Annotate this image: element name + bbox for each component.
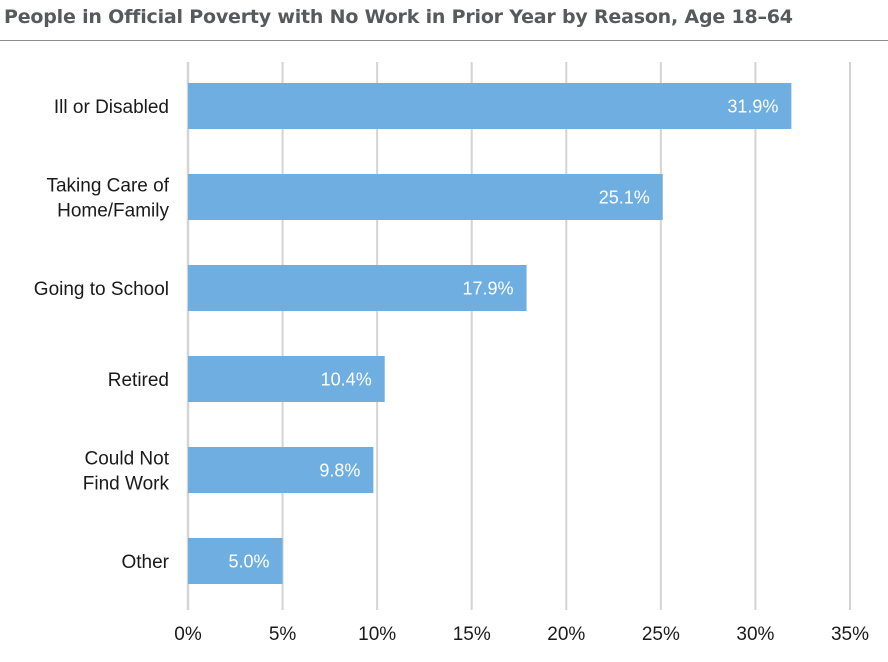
category-label: Going to School bbox=[34, 279, 169, 300]
x-tick-label: 10% bbox=[358, 624, 396, 645]
category-label: Other bbox=[121, 552, 169, 573]
category-label: Could Not bbox=[85, 449, 170, 470]
bar-value-label: 5.0% bbox=[229, 552, 270, 572]
category-label: Retired bbox=[108, 370, 169, 391]
bar-value-label: 31.9% bbox=[727, 97, 778, 117]
bar bbox=[188, 356, 385, 402]
category-label: Find Work bbox=[83, 474, 170, 495]
x-tick-label: 35% bbox=[831, 624, 869, 645]
x-tick-label: 20% bbox=[547, 624, 585, 645]
x-tick-label: 15% bbox=[453, 624, 491, 645]
bar-value-label: 10.4% bbox=[321, 370, 372, 390]
x-tick-label: 25% bbox=[642, 624, 680, 645]
bar bbox=[188, 83, 792, 129]
bar bbox=[188, 174, 663, 220]
x-tick-label: 5% bbox=[269, 624, 297, 645]
bar bbox=[188, 538, 283, 584]
category-label: Taking Care of bbox=[46, 176, 169, 197]
bar-value-label: 17.9% bbox=[463, 279, 514, 299]
category-label: Ill or Disabled bbox=[54, 97, 169, 118]
chart-title: People in Official Poverty with No Work … bbox=[4, 6, 793, 28]
bar bbox=[188, 265, 527, 311]
bar bbox=[188, 447, 374, 493]
x-tick-label: 0% bbox=[174, 624, 202, 645]
category-label: Home/Family bbox=[57, 201, 169, 222]
bar-value-label: 25.1% bbox=[599, 188, 650, 208]
bar-value-label: 9.8% bbox=[319, 461, 360, 481]
x-tick-label: 30% bbox=[736, 624, 774, 645]
title-divider bbox=[0, 40, 888, 41]
